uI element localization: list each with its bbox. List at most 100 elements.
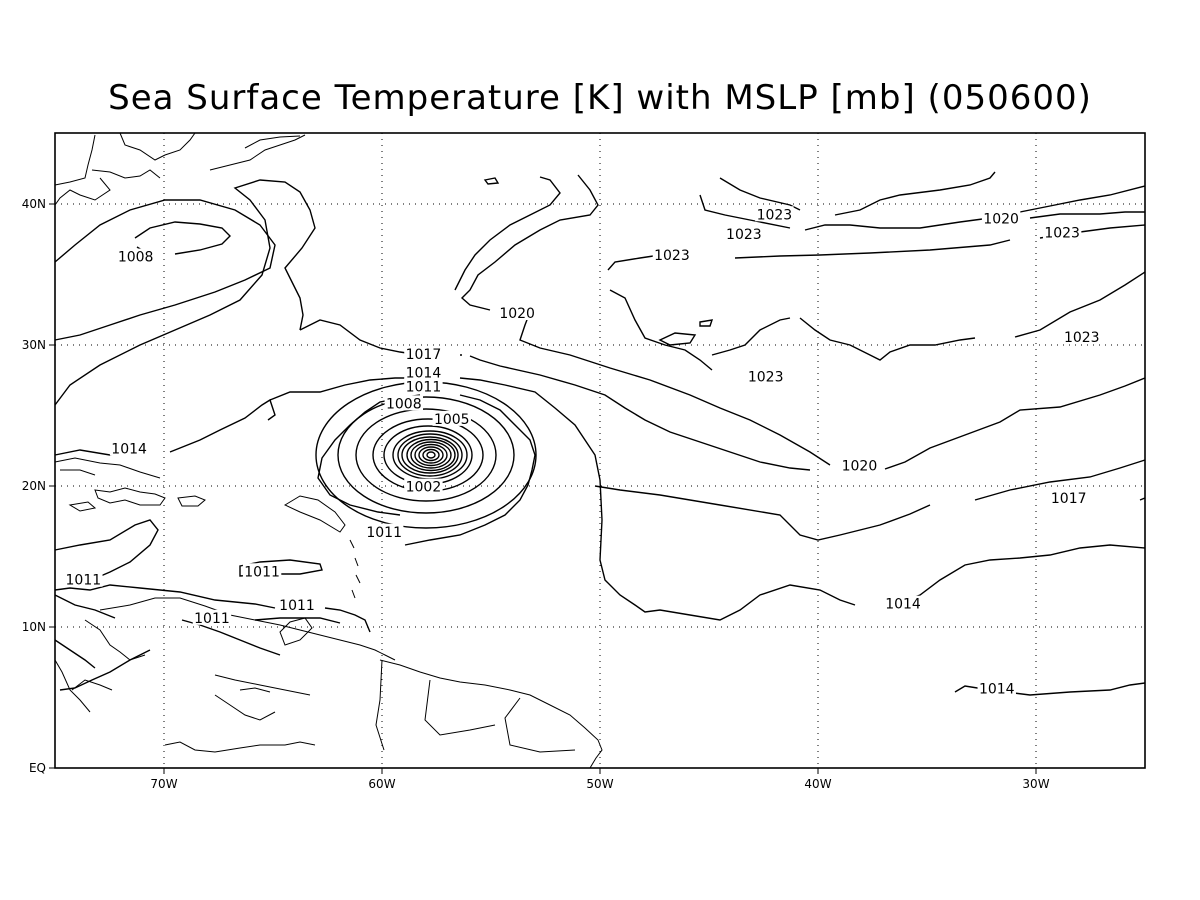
contour-label: 1023 [654,248,690,264]
contour-label-background [404,345,443,361]
contour-label-background [432,410,471,426]
contour-label: 1011 [66,573,102,589]
contour-label-background [746,368,785,384]
isobar-1017 [469,355,811,471]
isobar-1014-southeast [954,682,1146,696]
contour-label-background [277,597,317,613]
y-tick-label: 20N [22,479,46,493]
contour-label-background [840,457,879,473]
contour-label-background [977,680,1016,696]
contour-label: 1002 [406,480,442,496]
coastline-guianas [379,659,603,769]
contour-label: 1017 [406,347,442,363]
contour-label: 1011 [366,525,402,541]
isobar-isolated [483,177,1146,501]
isobar-1017-east [299,319,462,356]
isobar-south-caribbean [54,639,151,691]
coastline-colombia-venezuela [99,597,396,696]
y-tick-label: 10N [22,620,46,634]
isobar-1023-mid [699,194,1145,231]
contour-label-background [364,523,404,539]
contour-label-background [404,378,443,394]
contour-label: 1023 [1044,226,1080,242]
isobar-1014-east [894,544,1146,606]
contour-label: 1023 [726,227,762,243]
contour-label: 1023 [748,370,784,386]
contour-label: 1011 [244,564,280,580]
coastline-northeast-us [54,134,161,206]
contour-label-background [404,478,443,494]
contour-label-background [192,609,232,625]
contour-label-background [883,595,923,611]
x-tick-label: 60W [368,777,395,791]
isobar-1023-inner-loop [609,289,761,377]
contour-label: 1011 [194,611,230,627]
coastline-central-america [54,619,146,713]
isobar-1020-north [454,174,1146,470]
x-tick-label: 30W [1022,777,1049,791]
contour-label-background [384,395,423,411]
contour-label: 1014 [111,442,147,458]
isobar-1017-southeast [594,459,1146,541]
map-frame [54,132,1146,769]
x-tick-labels: 70W 60W 50W 40W 30W [150,777,1049,791]
y-tick-label: EQ [29,761,46,775]
isobar-1014-ring [269,377,856,621]
cyclone-rings [315,381,537,529]
isobar-1023-southeast [711,271,1146,361]
contour-label-background [755,206,794,222]
contour-label: 1005 [434,412,470,428]
coastline-amazon-lakes [164,687,316,753]
contour-labels: 1008 1020 1023 1023 1023 1020 1023 1023 1023 1017… [64,206,1101,697]
isobar-1020-east [1001,185,1146,221]
isobar-1014-west [54,179,316,406]
coastline-cuba [54,457,161,479]
contour-label-background [404,364,443,380]
contour-label: 1014 [406,365,442,381]
coastline-puerto-rico [177,495,206,507]
contour-label: 1011 [406,379,442,395]
contour-label: 1020 [983,211,1019,227]
contour-label: 1014 [979,681,1015,697]
x-tick-label: 40W [804,777,831,791]
coastline-hispaniola [94,487,166,506]
contour-label: 1008 [118,250,154,266]
contour-label: 1023 [1064,330,1100,346]
tick-marks [49,203,1037,774]
y-tick-label: 30N [22,338,46,352]
coastline-nova-scotia [209,134,306,171]
contour-label: 1014 [885,597,921,613]
graticule [55,133,1145,768]
contour-label-background [981,210,1021,226]
contour-label-background [116,248,155,264]
coastline-jamaica [68,501,97,512]
isobar-1011-west [54,199,276,341]
coastline-new-england [119,132,196,161]
x-tick-label: 70W [150,777,177,791]
contour-label-background [1062,329,1101,345]
contour-label: 1020 [499,306,535,322]
contour-label-background [497,305,537,321]
contour-label-background [1049,489,1088,505]
contour-label: 1011 [279,598,315,614]
isobar-closed-small [658,319,714,346]
contour-label: 1017 [1051,491,1087,507]
contour-label-background [1042,224,1082,240]
contour-label-background [64,571,103,587]
isobar-1011-caribbean [54,519,371,633]
contour-label-background [652,247,692,263]
y-tick-label: 40N [22,197,46,211]
contour-label-background [724,226,764,242]
contour-label: 1020 [842,458,878,474]
contour-label: 1008 [386,396,422,412]
isobar-1014-gulf [54,398,276,456]
contour-label-background [242,563,282,579]
contour-label: 1023 [757,207,793,223]
contour-label-background [109,440,149,456]
coastline-guiana-borders [375,659,576,753]
y-tick-labels: EQ 10N 20N 30N 40N [22,197,46,775]
coastlines [54,132,603,769]
x-tick-label: 50W [586,777,613,791]
map-title: Sea Surface Temperature [K] with MSLP [m… [108,78,1092,118]
